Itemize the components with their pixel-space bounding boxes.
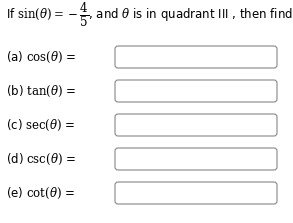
Text: (d) $\csc(\theta)$ =: (d) $\csc(\theta)$ =: [6, 151, 76, 167]
Text: (a) $\cos(\theta)$ =: (a) $\cos(\theta)$ =: [6, 50, 76, 64]
FancyBboxPatch shape: [115, 80, 277, 102]
FancyBboxPatch shape: [115, 46, 277, 68]
Text: If $\sin(\theta) = -\dfrac{4}{5}$, and $\theta$ is in quadrant III , then find: If $\sin(\theta) = -\dfrac{4}{5}$, and $…: [6, 1, 293, 29]
FancyBboxPatch shape: [115, 182, 277, 204]
FancyBboxPatch shape: [115, 148, 277, 170]
Text: (b) $\tan(\theta)$ =: (b) $\tan(\theta)$ =: [6, 83, 76, 99]
FancyBboxPatch shape: [115, 114, 277, 136]
Text: (e) $\cot(\theta)$ =: (e) $\cot(\theta)$ =: [6, 186, 75, 200]
Text: (c) $\sec(\theta)$ =: (c) $\sec(\theta)$ =: [6, 118, 76, 132]
